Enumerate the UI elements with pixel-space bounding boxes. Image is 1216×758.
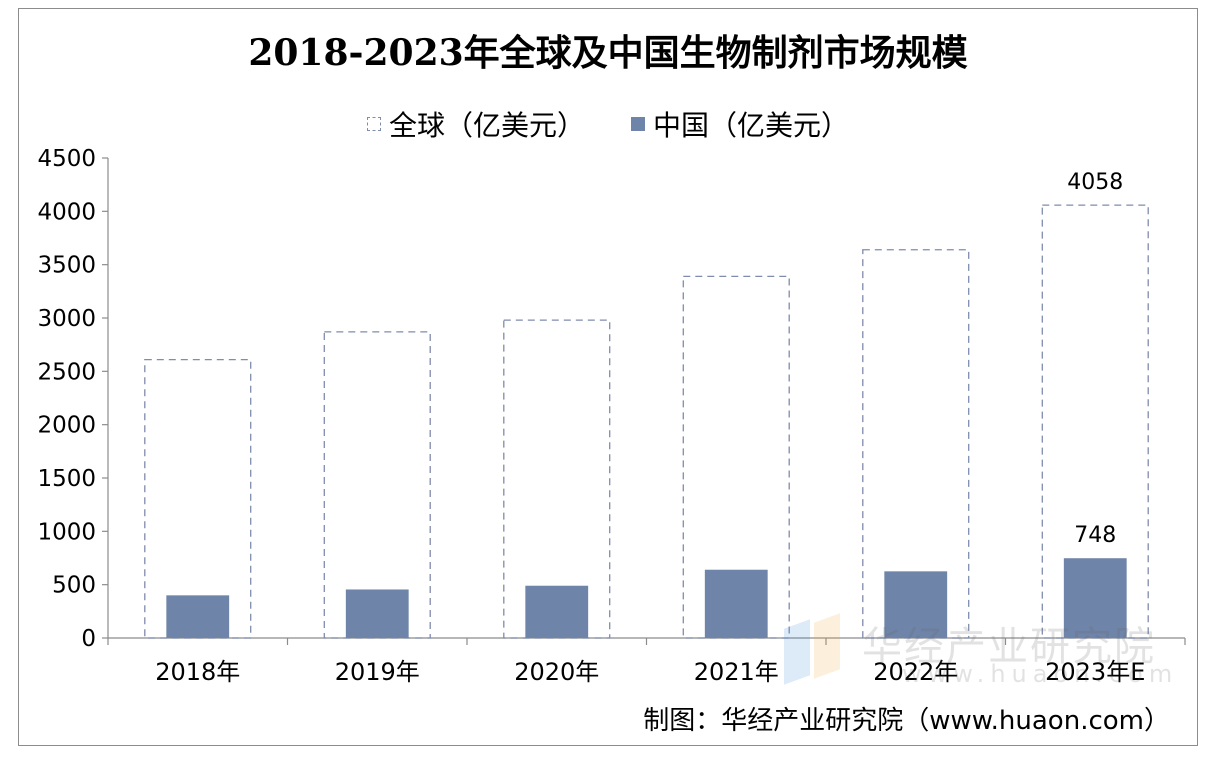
y-tick-label: 1500 — [37, 466, 96, 492]
legend-item-china: 中国（亿美元） — [631, 104, 849, 144]
legend-item-global: 全球（亿美元） — [366, 104, 585, 144]
data-label: 4058 — [1067, 170, 1123, 195]
bar-china — [884, 571, 948, 638]
y-tick-label: 4500 — [37, 146, 96, 172]
bar-china — [1063, 558, 1127, 638]
y-tick-label: 2000 — [37, 413, 96, 439]
y-tick-label: 3500 — [37, 253, 96, 279]
x-tick-label: 2020年 — [514, 658, 599, 686]
y-tick-label: 4000 — [37, 199, 96, 225]
x-tick-label: 2021年 — [694, 658, 779, 686]
watermark-name: 华经产业研究院 — [862, 624, 1156, 670]
legend-swatch-china — [631, 117, 645, 131]
y-tick-label: 500 — [52, 573, 96, 599]
legend-swatch-global — [366, 117, 381, 131]
x-tick-label: 2018年 — [155, 658, 240, 686]
watermark: 华经产业研究院 www.huaon.com — [784, 613, 1172, 688]
data-label: 748 — [1074, 523, 1116, 548]
source-note: 制图：华经产业研究院（www.huaon.com） — [643, 706, 1170, 736]
y-tick-label: 1000 — [37, 519, 96, 545]
y-tick-label: 0 — [81, 626, 96, 652]
bar-china — [525, 585, 589, 638]
y-tick-label: 3000 — [37, 306, 96, 332]
watermark-logo-icon — [784, 613, 848, 685]
watermark-url: www.huaon.com — [902, 660, 1179, 688]
bar-china — [166, 595, 230, 638]
bar-china — [704, 569, 768, 638]
legend-label-global: 全球（亿美元） — [388, 109, 585, 142]
y-tick-label: 2500 — [37, 359, 96, 385]
bar-global — [503, 319, 611, 639]
bar-global — [323, 331, 431, 639]
chart-title: 2018-2023年全球及中国生物制剂市场规模 — [248, 32, 968, 74]
bar-global — [862, 249, 970, 639]
x-tick-label: 2023年E — [1045, 658, 1145, 686]
x-tick-label: 2019年 — [335, 658, 420, 686]
x-tick-label: 2022年 — [873, 658, 958, 686]
bar-china — [345, 589, 409, 638]
legend-label-china: 中国（亿美元） — [653, 109, 850, 142]
chart-legend: 全球（亿美元） 中国（亿美元） — [0, 104, 1216, 144]
